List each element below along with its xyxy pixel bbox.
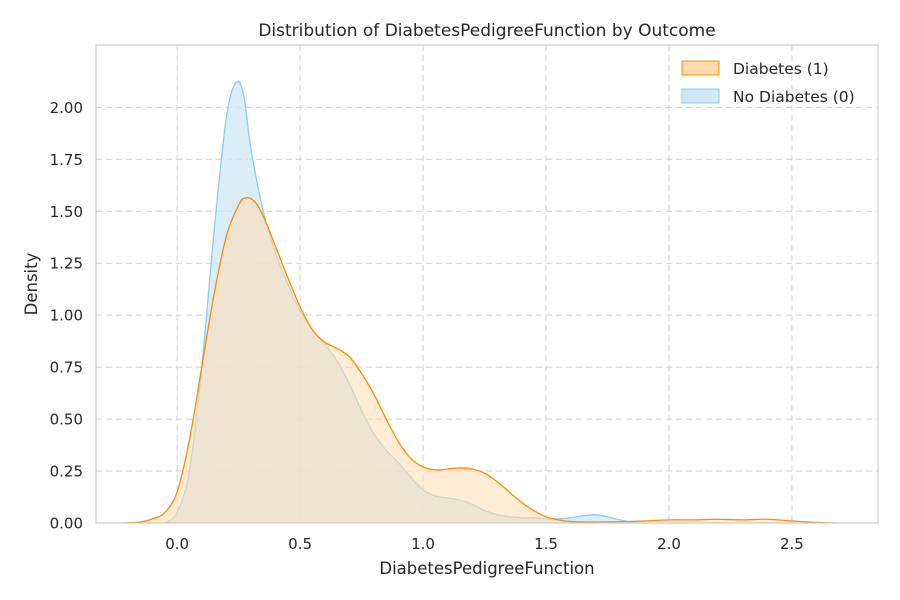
x-tick-label: 0.5: [288, 535, 312, 553]
y-tick-label: 2.00: [50, 99, 83, 117]
x-axis-label: DiabetesPedigreeFunction: [379, 559, 594, 578]
x-tick-label: 2.5: [780, 535, 804, 553]
y-tick-label: 1.00: [50, 307, 83, 325]
y-tick-label: 0.75: [50, 359, 83, 377]
x-tick-label: 1.5: [534, 535, 558, 553]
x-tick-label: 1.0: [411, 535, 435, 553]
x-tick-label: 0.0: [165, 535, 189, 553]
y-tick-label: 0.25: [50, 463, 83, 481]
y-tick-label: 1.50: [50, 203, 83, 221]
plot-frame: [95, 44, 879, 524]
legend: Diabetes (1) No Diabetes (0): [681, 60, 855, 106]
diabetes-1-area: [123, 197, 837, 523]
y-tick-label: 0.00: [50, 515, 83, 533]
y-tick-label: 1.25: [50, 255, 83, 273]
x-tick-label: 2.0: [657, 535, 681, 553]
y-axis-label: Density: [22, 252, 41, 315]
y-tick-label: 1.75: [50, 151, 83, 169]
legend-label: Diabetes (1): [733, 60, 829, 78]
tick-labels: 0.0 0.5 1.0 1.5 2.0 2.5 0.00 0.25 0.50 0.75 1.00 1.…: [50, 99, 804, 553]
legend-label: No Diabetes (0): [733, 88, 855, 106]
chart-title: Distribution of DiabetesPedigreeFunction…: [258, 21, 715, 41]
legend-swatch: [681, 60, 720, 76]
y-tick-label: 0.50: [50, 411, 83, 429]
legend-swatch: [681, 88, 720, 104]
diabetes-1-line: [123, 197, 837, 524]
series-layer: [123, 80, 837, 524]
